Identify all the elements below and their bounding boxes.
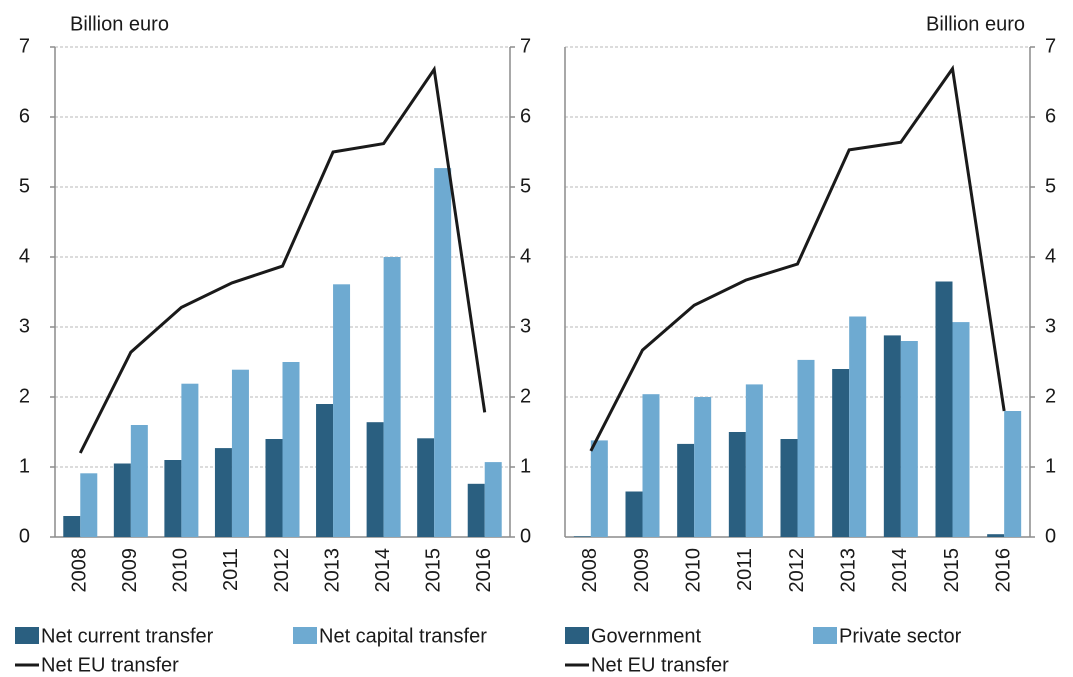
y-tick-label: 7 (1045, 35, 1056, 57)
y-tick-label: 7 (19, 35, 30, 57)
y-tick-label: 0 (1045, 525, 1056, 547)
bar (849, 316, 867, 537)
y-tick-label: 0 (19, 525, 30, 547)
x-tick-label: 2016 (992, 548, 1014, 593)
x-tick-label: 2015 (422, 548, 444, 593)
bar (231, 369, 249, 537)
legend-label: Net EU transfer (41, 654, 179, 676)
x-tick-label: 2008 (69, 548, 91, 593)
bar (333, 284, 351, 537)
bar (935, 281, 953, 537)
bar (164, 460, 182, 537)
x-tick-label: 2015 (941, 548, 963, 593)
bar (434, 168, 452, 537)
legend-label: Government (591, 625, 701, 647)
bar (366, 422, 384, 537)
y2-tick-label: 4 (520, 245, 531, 267)
legend-label: Net capital transfer (319, 625, 487, 647)
bar (113, 463, 131, 537)
x-tick-label: 2014 (889, 548, 911, 593)
bar (677, 443, 695, 537)
bar (883, 335, 901, 537)
x-tick-label: 2016 (473, 548, 495, 593)
y-axis-title: Billion euro (926, 13, 1025, 35)
legend-swatch (565, 627, 589, 644)
y-tick-label: 4 (19, 245, 30, 267)
legend-swatch (813, 627, 837, 644)
y-tick-label: 3 (19, 315, 30, 337)
bar (832, 369, 850, 537)
line (589, 64, 1006, 452)
bar (265, 439, 283, 537)
x-tick-label: 2009 (119, 548, 141, 593)
bar (1004, 411, 1022, 537)
bar (987, 534, 1005, 537)
bar (282, 362, 300, 537)
x-tick-label: 2010 (682, 548, 704, 593)
bar (952, 322, 970, 537)
y-tick-label: 2 (1045, 385, 1056, 407)
legend-swatch (15, 627, 39, 644)
bar (573, 536, 591, 537)
x-tick-label: 2013 (837, 548, 859, 593)
y2-tick-label: 5 (520, 175, 531, 197)
bar (797, 359, 815, 537)
bar (694, 397, 712, 537)
bar (316, 404, 334, 537)
bar (130, 425, 148, 537)
y-tick-label: 2 (19, 385, 30, 407)
y2-tick-label: 7 (520, 35, 531, 57)
x-tick-label: 2008 (579, 548, 601, 593)
y-tick-label: 3 (1045, 315, 1056, 337)
legend-label: Private sector (839, 625, 962, 647)
bar (728, 432, 746, 537)
legend-label: Net EU transfer (591, 654, 729, 676)
x-tick-label: 2014 (372, 548, 394, 593)
y-tick-label: 5 (1045, 175, 1056, 197)
bar (642, 394, 660, 537)
y-tick-label: 5 (19, 175, 30, 197)
bar (625, 491, 643, 537)
y2-tick-label: 0 (520, 525, 531, 547)
legend-label: Net current transfer (41, 625, 214, 647)
bar (214, 448, 232, 537)
y-tick-label: 1 (1045, 455, 1056, 477)
x-tick-label: 2009 (631, 548, 653, 593)
x-tick-label: 2012 (271, 548, 293, 593)
bar (181, 383, 199, 537)
y-tick-label: 6 (19, 105, 30, 127)
y-tick-label: 4 (1045, 245, 1056, 267)
y-tick-label: 6 (1045, 105, 1056, 127)
y2-tick-label: 6 (520, 105, 531, 127)
bar (417, 438, 435, 537)
bar (780, 439, 798, 537)
y2-tick-label: 1 (520, 455, 531, 477)
bar (900, 341, 918, 537)
x-tick-label: 2011 (220, 548, 242, 591)
y2-tick-label: 2 (520, 385, 531, 407)
y-axis-title: Billion euro (70, 13, 169, 35)
y2-tick-label: 3 (520, 315, 531, 337)
bar (80, 473, 98, 537)
legend-swatch (293, 627, 317, 644)
bar (745, 384, 763, 537)
x-tick-label: 2012 (786, 548, 808, 593)
x-tick-label: 2011 (734, 548, 756, 591)
bar (484, 462, 502, 537)
bar (467, 483, 485, 537)
x-tick-label: 2013 (321, 548, 343, 593)
bar (590, 440, 608, 537)
line (78, 65, 487, 454)
x-tick-label: 2010 (170, 548, 192, 593)
bar (63, 516, 81, 537)
bar (383, 257, 401, 537)
y-tick-label: 1 (19, 455, 30, 477)
